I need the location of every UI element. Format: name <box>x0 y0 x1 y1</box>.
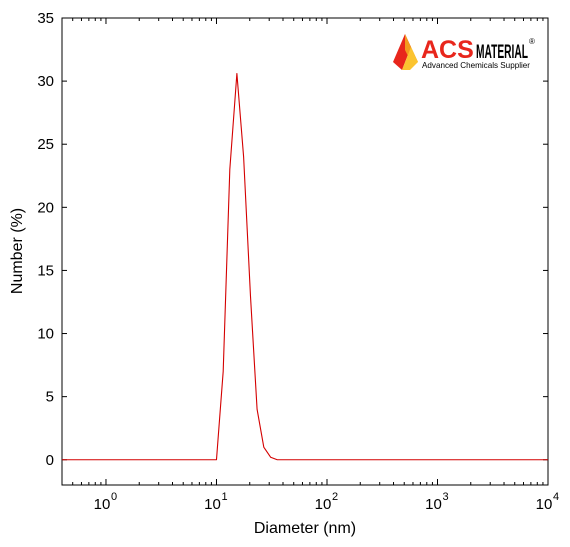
x-tick-label: 10 1 <box>204 491 227 513</box>
x-tick-label-exp: 1 <box>221 491 227 503</box>
x-axis-label: Diameter (nm) <box>254 520 356 537</box>
x-tick-label-base: 10 <box>204 496 221 513</box>
x-tick-label: 10 4 <box>536 491 559 513</box>
logo-mark-yellow <box>402 47 418 70</box>
y-tick-label: 20 <box>37 199 54 216</box>
y-tick-label: 35 <box>37 10 54 27</box>
series-line <box>62 72 548 461</box>
x-tick-label-base: 10 <box>315 496 332 513</box>
logo-tagline: Advanced Chemicals Supplier <box>422 60 530 70</box>
y-tick-label: 15 <box>37 262 54 279</box>
series <box>62 72 548 461</box>
x-tick-label-exp: 2 <box>332 491 338 503</box>
x-tick-label-base: 10 <box>425 496 442 513</box>
x-tick-label-exp: 4 <box>553 491 559 503</box>
logo-brand2: MATERIAL <box>476 42 528 63</box>
y-tick-label: 25 <box>37 136 54 153</box>
x-tick-label: 10 0 <box>94 491 117 513</box>
y-tick-label: 5 <box>46 389 54 406</box>
x-tick-label-exp: 0 <box>111 491 117 503</box>
y-tick-label: 0 <box>46 452 54 469</box>
acs-material-logo: ACS MATERIAL ® Advanced Chemicals Suppli… <box>393 34 535 70</box>
x-tick-label-base: 10 <box>94 496 111 513</box>
ticks <box>61 17 549 485</box>
y-axis-label: Number (%) <box>9 208 26 294</box>
y-tick-label: 10 <box>37 326 54 343</box>
plot-frame <box>61 17 549 486</box>
logo-registered: ® <box>529 37 535 46</box>
logo-brand: ACS <box>421 36 474 64</box>
x-tick-label: 10 2 <box>315 491 338 513</box>
y-tick-label: 30 <box>37 73 54 90</box>
x-tick-label-exp: 3 <box>442 491 448 503</box>
x-tick-label-base: 10 <box>536 496 553 513</box>
x-tick-label: 10 3 <box>425 491 448 513</box>
